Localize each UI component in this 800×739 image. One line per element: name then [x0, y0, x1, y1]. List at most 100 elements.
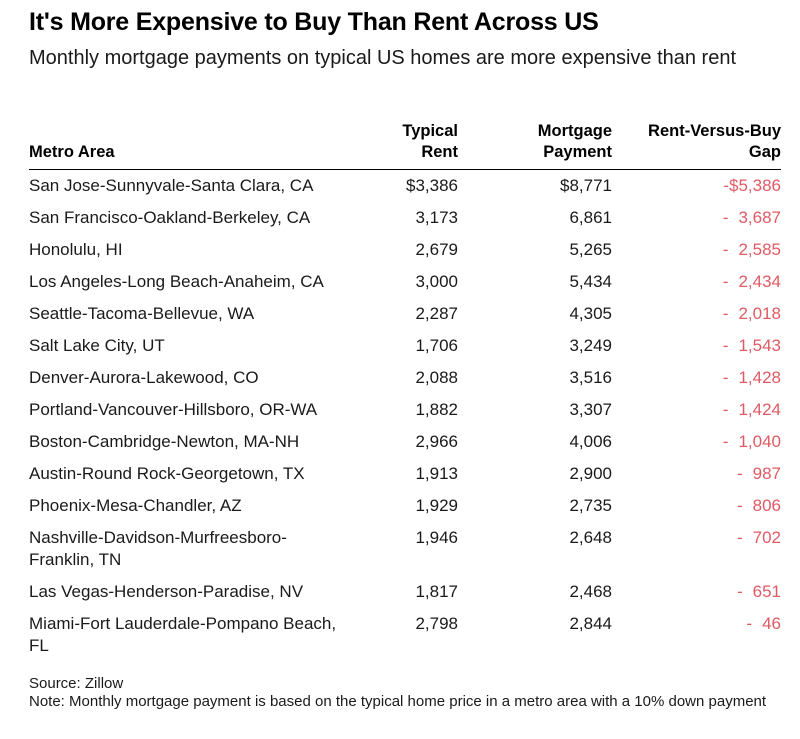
rent-cell: 2,287 [415, 304, 458, 323]
table-body: San Jose-Sunnyvale-Santa Clara, CA $3,386… [29, 170, 781, 663]
header-mortgage-payment: Mortgage Payment [458, 119, 612, 170]
rent-cell: 1,882 [415, 400, 458, 419]
gap-cell: -2,434 [612, 266, 781, 298]
gap-cell: -2,018 [612, 298, 781, 330]
metro-cell: Honolulu, HI [29, 240, 123, 259]
rent-cell: $3,386 [406, 176, 458, 195]
header-mortgage-line1: Mortgage [537, 122, 612, 140]
header-metro-area: Metro Area [29, 119, 369, 170]
rent-cell: 1,706 [415, 336, 458, 355]
gap-sign: - [722, 368, 729, 387]
gap-value: 651 [752, 582, 781, 601]
gap-value: 46 [762, 614, 781, 633]
gap-cell: - $5,386 [612, 170, 781, 203]
header-row: Metro Area Typical Rent Mortgage Payment… [29, 119, 781, 170]
metro-cell: San Francisco-Oakland-Berkeley, CA [29, 208, 311, 227]
table-row: San Jose-Sunnyvale-Santa Clara, CA $3,386… [29, 170, 781, 203]
table-row: Austin-Round Rock-Georgetown, TX 1,913 2,9… [29, 458, 781, 490]
table-row: Los Angeles-Long Beach-Anaheim, CA 3,000 5… [29, 266, 781, 298]
gap-value: 1,040 [738, 432, 781, 451]
mortgage-cell: 6,861 [569, 208, 612, 227]
mortgage-cell: $8,771 [560, 176, 612, 195]
gap-cell: -651 [612, 576, 781, 608]
header-rent-line2: Rent [421, 143, 458, 161]
mortgage-cell: 4,006 [569, 432, 612, 451]
gap-sign: - [723, 176, 729, 195]
table-row: Seattle-Tacoma-Bellevue, WA 2,287 4,305-2,… [29, 298, 781, 330]
data-table: Metro Area Typical Rent Mortgage Payment… [29, 119, 781, 662]
gap-value: 2,434 [738, 272, 781, 291]
header-metro-label: Metro Area [29, 143, 115, 161]
mortgage-cell: 2,468 [569, 582, 612, 601]
gap-value: 702 [752, 528, 781, 547]
metro-cell: San Jose-Sunnyvale-Santa Clara, CA [29, 176, 314, 195]
rent-cell: 3,173 [415, 208, 458, 227]
gap-value: 806 [752, 496, 781, 515]
metro-cell: Boston-Cambridge-Newton, MA-NH [29, 432, 300, 451]
table-row: Nashville-Davidson-Murfreesboro-Franklin… [29, 522, 781, 576]
table-row: Boston-Cambridge-Newton, MA-NH 2,966 4,006… [29, 426, 781, 458]
mortgage-cell: 2,844 [569, 614, 612, 633]
table-row: Miami-Fort Lauderdale-Pompano Beach, FL 2… [29, 608, 781, 662]
gap-cell: -806 [612, 490, 781, 522]
gap-cell: -1,428 [612, 362, 781, 394]
gap-value: 2,585 [738, 240, 781, 259]
gap-sign: - [722, 272, 729, 291]
chart-subtitle: Monthly mortgage payments on typical US … [29, 47, 737, 69]
rent-cell: 2,679 [415, 240, 458, 259]
gap-value: 3,687 [738, 208, 781, 227]
rent-cell: 1,817 [415, 582, 458, 601]
header-rent-line1: Typical [402, 122, 458, 140]
chart-title: It's More Expensive to Buy Than Rent Acr… [29, 8, 599, 36]
table-row: Honolulu, HI 2,679 5,265-2,585 [29, 234, 781, 266]
metro-cell: Phoenix-Mesa-Chandler, AZ [29, 496, 242, 515]
table-row: Portland-Vancouver-Hillsboro, OR-WA 1,882… [29, 394, 781, 426]
mortgage-cell: 4,305 [569, 304, 612, 323]
metro-cell: Seattle-Tacoma-Bellevue, WA [29, 304, 255, 323]
note-text: Note: Monthly mortgage payment is based … [29, 693, 767, 710]
metro-cell: Nashville-Davidson-Murfreesboro-Franklin… [29, 528, 287, 569]
gap-sign: - [736, 464, 743, 483]
rent-cell: 1,929 [415, 496, 458, 515]
gap-value: 1,428 [738, 368, 781, 387]
rent-cell: 1,946 [415, 528, 458, 547]
gap-sign: - [736, 496, 743, 515]
gap-cell: -3,687 [612, 202, 781, 234]
gap-sign: - [746, 614, 753, 633]
mortgage-cell: 5,265 [569, 240, 612, 259]
gap-value: 1,424 [738, 400, 781, 419]
gap-cell: -1,040 [612, 426, 781, 458]
mortgage-cell: 2,735 [569, 496, 612, 515]
table-row: Salt Lake City, UT 1,706 3,249-1,543 [29, 330, 781, 362]
gap-sign: - [722, 304, 729, 323]
metro-cell: Austin-Round Rock-Georgetown, TX [29, 464, 305, 483]
gap-cell: -2,585 [612, 234, 781, 266]
gap-value: $5,386 [729, 176, 781, 195]
metro-cell: Las Vegas-Henderson-Paradise, NV [29, 582, 304, 601]
header-mortgage-line2: Payment [543, 143, 612, 161]
mortgage-cell: 3,516 [569, 368, 612, 387]
rent-cell: 2,966 [415, 432, 458, 451]
mortgage-cell: 3,307 [569, 400, 612, 419]
mortgage-cell: 3,249 [569, 336, 612, 355]
table-row: Denver-Aurora-Lakewood, CO 2,088 3,516-1,4… [29, 362, 781, 394]
mortgage-cell: 5,434 [569, 272, 612, 291]
gap-value: 987 [752, 464, 781, 483]
metro-cell: Miami-Fort Lauderdale-Pompano Beach, FL [29, 614, 337, 655]
rent-cell: 3,000 [415, 272, 458, 291]
gap-cell: -1,543 [612, 330, 781, 362]
rent-cell: 2,798 [415, 614, 458, 633]
gap-sign: - [722, 208, 729, 227]
gap-value: 2,018 [738, 304, 781, 323]
rent-cell: 1,913 [415, 464, 458, 483]
metro-cell: Salt Lake City, UT [29, 336, 165, 355]
gap-cell: -702 [612, 522, 781, 576]
gap-sign: - [722, 432, 729, 451]
header-gap-line1: Rent-Versus-Buy [648, 122, 781, 140]
header-rent-versus-buy-gap: Rent-Versus-Buy Gap [612, 119, 781, 170]
footer: Source: Zillow Note: Monthly mortgage pa… [29, 675, 779, 711]
source-text: Source: Zillow [29, 675, 124, 692]
gap-cell: -46 [612, 608, 781, 662]
metro-cell: Denver-Aurora-Lakewood, CO [29, 368, 259, 387]
